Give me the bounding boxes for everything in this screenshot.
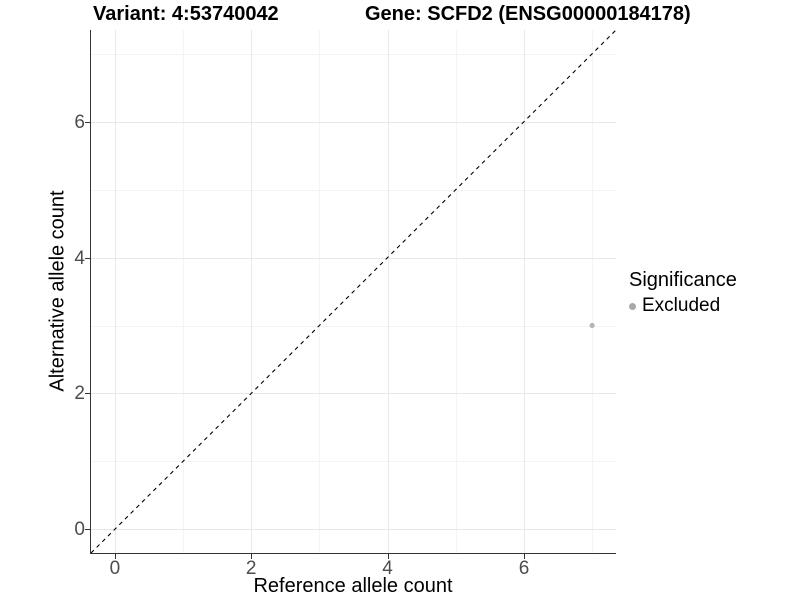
x-tick-label: 4: [382, 558, 393, 579]
x-tick-mark: [387, 554, 389, 559]
gridline: [251, 30, 253, 553]
legend-title: Significance: [629, 269, 737, 291]
y-axis-title: Alternative allele count: [46, 190, 69, 392]
legend-item-label: Excluded: [642, 295, 721, 316]
y-tick-label: 6: [74, 111, 85, 133]
gridline: [91, 189, 616, 191]
y-tick-label: 4: [74, 247, 85, 269]
gridline: [524, 30, 525, 553]
gridline: [319, 30, 321, 553]
gridline: [592, 30, 594, 553]
gridline: [91, 529, 616, 531]
x-axis-title: Reference allele count: [253, 575, 453, 597]
plot-title-gene: Gene: SCFD2 (ENSG00000184178): [365, 3, 691, 25]
x-tick-label: 2: [245, 558, 257, 579]
y-tick-mark: [85, 121, 90, 123]
y-tick-label: 0: [74, 519, 85, 541]
gridline: [183, 30, 184, 553]
y-tick-label: 2: [74, 383, 85, 405]
gridline: [91, 325, 616, 327]
x-axis-line: [90, 553, 616, 554]
data-point: [589, 322, 595, 329]
y-tick-mark: [85, 257, 90, 259]
legend: Significance Excluded: [629, 268, 737, 317]
gridline: [91, 393, 616, 395]
gridline: [91, 53, 616, 55]
y-tick-mark: [85, 393, 90, 395]
plot-canvas: [91, 30, 616, 553]
x-tick-mark: [524, 554, 525, 559]
plot-panel: [91, 30, 616, 553]
gridline: [91, 257, 616, 259]
y-axis-line: [90, 30, 91, 554]
x-tick-mark: [251, 554, 253, 559]
x-tick-mark: [114, 554, 116, 559]
identity-reference-line: [91, 30, 616, 553]
legend-point-swatch: [629, 302, 636, 310]
gridline: [114, 30, 116, 553]
x-tick-label: 6: [518, 558, 530, 579]
gridline: [387, 30, 389, 553]
gridline: [91, 461, 616, 463]
legend-item-excluded: Excluded: [629, 295, 737, 317]
x-tick-label: 0: [109, 558, 121, 579]
gridline: [455, 30, 457, 553]
plot-title-variant: Variant: 4:53740042: [93, 3, 279, 25]
y-tick-mark: [85, 529, 90, 531]
gridline: [91, 121, 616, 123]
